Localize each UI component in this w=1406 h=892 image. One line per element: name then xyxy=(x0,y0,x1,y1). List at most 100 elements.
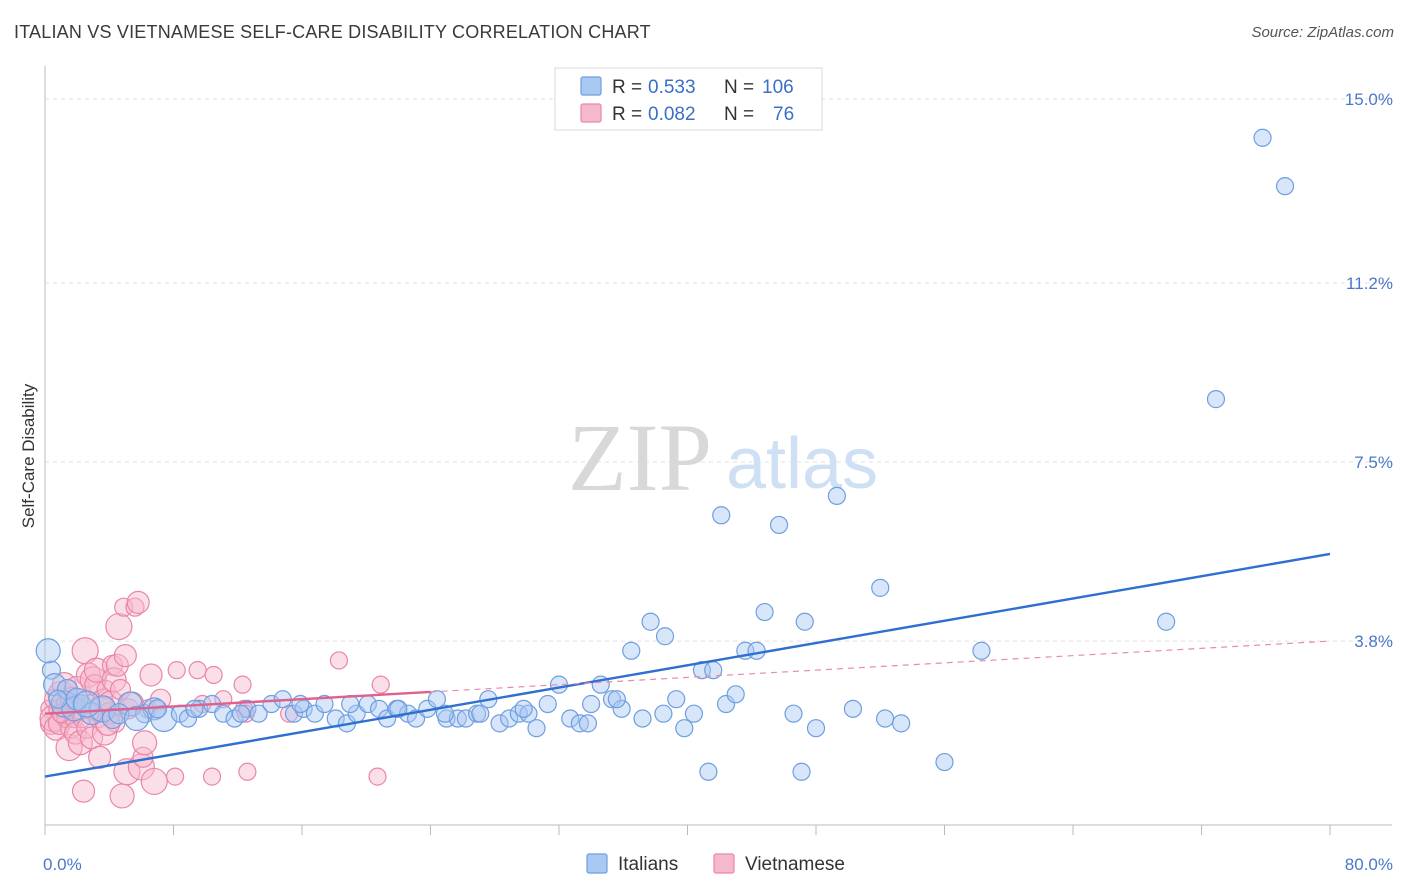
legend-r-label: R = xyxy=(612,77,642,98)
italian-point xyxy=(654,704,673,723)
italian-point xyxy=(35,638,61,664)
legend-box: R = 0.533 N = 106 R = 0.082 N = 76 xyxy=(554,67,823,131)
italian-point xyxy=(514,699,533,718)
italian-point xyxy=(655,627,675,646)
italian-point xyxy=(755,602,774,622)
italian-point xyxy=(471,704,490,723)
italian-point xyxy=(633,709,652,728)
x-tick-label: 0.0% xyxy=(43,855,82,874)
italian-point xyxy=(341,694,360,714)
vietnamese-point xyxy=(140,767,168,796)
italian-point xyxy=(972,641,991,660)
italian-point xyxy=(490,714,509,733)
italian-point xyxy=(792,762,811,781)
italian-point xyxy=(456,709,475,728)
vietnamese-point xyxy=(125,597,145,617)
italian-point xyxy=(185,699,204,718)
bottom-legend-label-vietnamese: Vietnamese xyxy=(745,854,845,875)
vietnamese-point xyxy=(114,597,134,617)
italian-point xyxy=(827,486,846,505)
vietnamese-trend-extension xyxy=(430,640,1331,693)
vietnamese-point xyxy=(91,720,118,746)
legend-n-label: N = xyxy=(724,104,754,125)
bottom-legend: Italians Vietnamese xyxy=(586,853,845,875)
vietnamese-point xyxy=(71,779,96,803)
vietnamese-point xyxy=(139,663,163,687)
watermark: ZIP atlas xyxy=(568,404,878,511)
watermark-zip: ZIP xyxy=(568,404,712,511)
italian-point xyxy=(1206,390,1226,409)
vietnamese-point xyxy=(109,783,135,809)
y-axis-label: Self-Care Disability xyxy=(19,383,38,528)
legend-n-value: 106 xyxy=(762,77,794,98)
y-tick-label: 15.0% xyxy=(1345,90,1393,109)
italian-point xyxy=(875,709,895,728)
italian-point xyxy=(435,704,455,723)
italian-point xyxy=(602,690,622,709)
vietnamese-point xyxy=(75,662,101,688)
vietnamese-point xyxy=(188,661,207,680)
legend-r-value: 0.082 xyxy=(648,104,696,125)
legend-swatch-italians xyxy=(580,76,602,96)
y-tick-label: 11.2% xyxy=(1346,274,1393,293)
vietnamese-point xyxy=(67,730,93,756)
vietnamese-point xyxy=(202,767,222,786)
vietnamese-point xyxy=(368,767,387,786)
italian-point xyxy=(73,690,101,718)
source-credit: Source: ZipAtlas.com xyxy=(1251,24,1394,41)
italian-point xyxy=(249,704,268,723)
italian-point xyxy=(684,704,704,723)
italian-point xyxy=(843,699,863,718)
legend-n-label: N = xyxy=(724,77,754,98)
italian-point xyxy=(65,687,89,711)
italian-point xyxy=(527,719,546,738)
vietnamese-point xyxy=(101,667,127,693)
italian-point xyxy=(561,709,580,728)
italian-point xyxy=(871,578,890,597)
vietnamese-point xyxy=(131,730,158,756)
italian-point xyxy=(806,719,826,738)
italian-point xyxy=(747,641,766,660)
italian-point xyxy=(607,690,626,709)
vietnamese-trend-line xyxy=(44,690,431,715)
legend-r-value: 0.533 xyxy=(648,77,696,98)
italian-point xyxy=(56,678,79,701)
italian-point xyxy=(315,694,334,714)
bottom-legend-swatch-italians xyxy=(586,853,608,874)
legend-swatch-vietnamese xyxy=(580,103,602,123)
italian-point xyxy=(622,641,641,660)
italian-point xyxy=(41,660,62,680)
vietnamese-point xyxy=(113,644,137,668)
italian-point xyxy=(935,752,954,772)
bottom-legend-swatch-vietnamese xyxy=(713,853,735,874)
vietnamese-point xyxy=(204,665,223,685)
italians-trend-line xyxy=(44,552,1331,778)
italian-point xyxy=(582,694,601,714)
italian-point xyxy=(123,705,150,732)
italian-point xyxy=(667,690,686,709)
italian-point xyxy=(150,704,178,733)
chart-title: ITALIAN VS VIETNAMESE SELF-CARE DISABILI… xyxy=(14,22,651,42)
y-tick-label: 7.5% xyxy=(1354,453,1393,472)
italian-point xyxy=(769,515,789,535)
italian-point xyxy=(1275,177,1295,196)
italian-point xyxy=(389,699,408,718)
italian-point xyxy=(784,704,803,723)
italian-point xyxy=(284,704,304,723)
y-tick-labels: 3.8% 7.5% 11.2% 15.0% xyxy=(1345,90,1393,651)
italian-point xyxy=(214,704,233,723)
vietnamese-point xyxy=(126,590,150,614)
vietnamese-point xyxy=(233,675,252,694)
italian-point xyxy=(231,704,251,723)
italian-point xyxy=(48,689,68,709)
bottom-legend-label-italians: Italians xyxy=(618,854,678,875)
italian-point xyxy=(716,694,736,714)
italian-point xyxy=(538,694,557,714)
grid-lines xyxy=(45,98,1392,642)
vietnamese-point xyxy=(105,612,133,641)
italian-point xyxy=(712,506,731,525)
italian-point xyxy=(675,719,694,738)
watermark-atlas: atlas xyxy=(726,424,878,504)
vietnamese-point xyxy=(113,758,141,786)
